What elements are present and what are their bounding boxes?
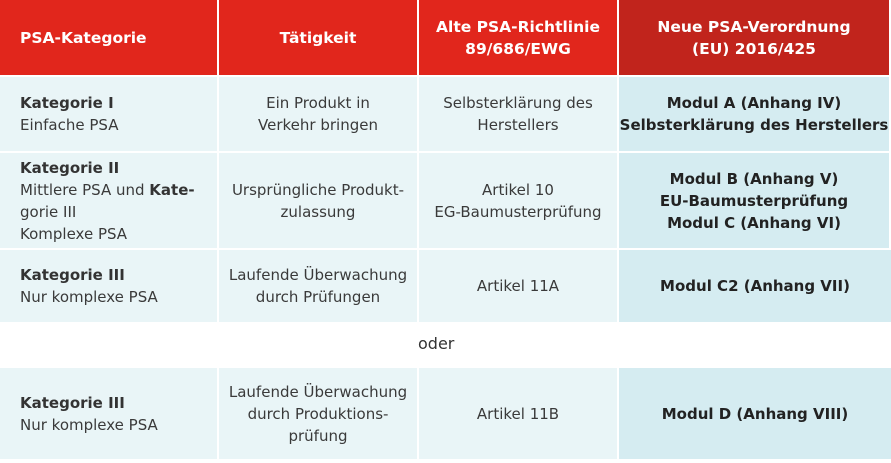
header-label: Neue PSA-Verordnung [657,17,851,36]
activity-text: Laufende Überwachung [228,382,408,401]
activity-text: zulassung [280,202,356,221]
header-label: Tätigkeit [279,28,357,47]
table-row-1-new-regulation: Modul A (Anhang IV) Selbsterklärung des … [619,77,891,153]
activity-text: durch Produktions- [247,404,389,423]
new-regulation-text: Modul D (Anhang VIII) [661,404,849,423]
old-directive-text: EG-Baumusterprüfung [434,202,602,221]
old-directive-text: Selbsterklärung des [443,94,593,112]
header-label: (EU) 2016/425 [692,39,816,58]
category-description: Mittlere PSA und Kate- [20,179,217,201]
table-row-4-old-directive: Artikel 11B [419,368,619,461]
category-description-text: Mittlere PSA und [20,180,150,199]
header-alte-richtlinie: Alte PSA-Richtlinie 89/686/EWG [419,0,619,77]
table-row-2-old-directive: Artikel 10 EG-Baumusterprüfung [419,153,619,250]
table-row-1-activity: Ein Produkt in Verkehr bringen [219,77,419,153]
table-row-3-activity: Laufende Überwachung durch Prüfungen [219,250,419,324]
separator-text: oder [418,334,455,353]
separator-row: oder [0,324,891,368]
table-row-4-activity: Laufende Überwachung durch Produktions- … [219,368,419,461]
category-name: Kategorie III [20,393,125,412]
category-description: Einfache PSA [20,116,119,134]
table-row-3-new-regulation: Modul C2 (Anhang VII) [619,250,891,324]
new-regulation-text: Modul A (Anhang IV) [666,94,842,112]
old-directive-text: Artikel 10 [482,180,554,199]
table-row-1-old-directive: Selbsterklärung des Herstellers [419,77,619,153]
category-description: Nur komplexe PSA [20,288,158,306]
table-row-2-activity: Ursprüngliche Produkt- zulassung [219,153,419,250]
category-name: Kategorie II [20,158,120,177]
new-regulation-text: Modul C (Anhang VI) [667,213,841,232]
header-label: Alte PSA-Richtlinie [436,17,600,36]
category-description-bold: Kate- [149,180,195,199]
table-row-2-new-regulation: Modul B (Anhang V) EU-Baumusterprüfung M… [619,153,891,250]
activity-text: durch Prüfungen [255,288,381,306]
activity-text: Verkehr bringen [258,116,378,134]
new-regulation-text: Modul B (Anhang V) [669,169,839,188]
activity-text: Ein Produkt in [266,94,370,112]
table-alternative: Kategorie III Nur komplexe PSA Laufende … [0,368,891,461]
old-directive-text: Herstellers [477,116,559,134]
header-label: 89/686/EWG [465,39,571,58]
category-description: Nur komplexe PSA [20,415,158,434]
new-regulation-text: Modul C2 (Anhang VII) [660,277,850,295]
old-directive-text: Artikel 11A [476,277,560,295]
new-regulation-text: EU-Baumusterprüfung [659,191,849,210]
table-row-1-category: Kategorie I Einfache PSA [0,77,219,153]
category-name: Kategorie III [20,266,125,284]
activity-text: Laufende Überwachung [228,266,408,284]
category-description: gorie III [20,202,77,221]
header-psa-kategorie: PSA-Kategorie [0,0,219,77]
table-row-4-new-regulation: Modul D (Anhang VIII) [619,368,891,461]
activity-text: Ursprüngliche Produkt- [231,180,405,199]
table-row-3-old-directive: Artikel 11A [419,250,619,324]
header-taetigkeit: Tätigkeit [219,0,419,77]
category-description: Komplexe PSA [20,224,128,243]
table-row-3-category: Kategorie III Nur komplexe PSA [0,250,219,324]
header-label: PSA-Kategorie [20,28,147,47]
old-directive-text: Artikel 11B [476,404,560,423]
header-neue-verordnung: Neue PSA-Verordnung (EU) 2016/425 [619,0,891,77]
activity-text: prüfung [288,426,348,445]
table-row-4-category: Kategorie III Nur komplexe PSA [0,368,219,461]
table-main: PSA-Kategorie Tätigkeit Alte PSA-Richtli… [0,0,891,324]
new-regulation-text: Selbsterklärung des Herstellers [619,116,889,134]
table-row-2-category: Kategorie II Mittlere PSA und Kate- gori… [0,153,219,250]
category-name: Kategorie I [20,94,114,112]
